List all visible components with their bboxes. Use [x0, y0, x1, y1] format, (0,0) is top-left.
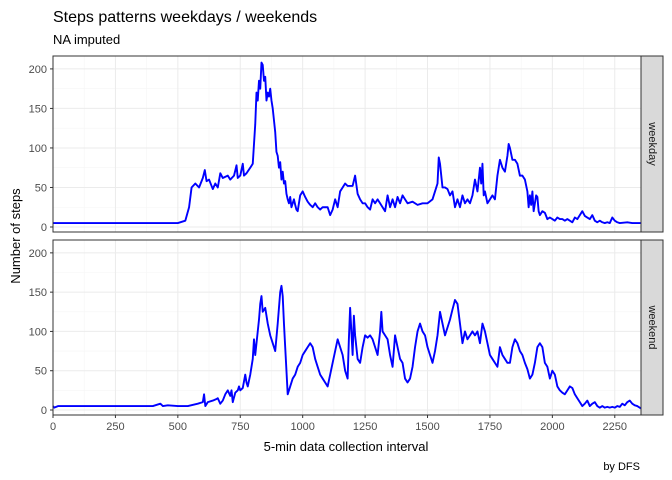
series-line-weekend	[52, 284, 642, 410]
x-tick-label: 250	[106, 421, 124, 433]
x-tick-label: 500	[169, 421, 187, 433]
y-tick-label: 200	[29, 64, 47, 76]
y-tick-label: 100	[29, 143, 47, 155]
panel-weekend: weekend 0 50 100 150 200	[29, 239, 664, 417]
x-tick-label: 2250	[603, 421, 627, 433]
x-tick-label: 1500	[415, 421, 439, 433]
y-tick-label: 50	[35, 366, 47, 378]
chart-subtitle: NA imputed	[53, 32, 120, 47]
y-tick-label: 0	[41, 405, 47, 417]
x-tick-label: 2000	[540, 421, 564, 433]
x-axis-title: 5-min data collection interval	[264, 439, 429, 454]
y-tick-label: 100	[29, 326, 47, 338]
facet-panels: weekday 0 50 100 150 200 weekend 0 50 100 150 200	[29, 55, 664, 417]
x-tick-label: 1000	[290, 421, 314, 433]
x-tick-label: 1250	[353, 421, 377, 433]
x-axis: 0 250 500 750 1000 1250 1500 1750 2000 2250	[50, 415, 627, 433]
y-tick-label: 150	[29, 287, 47, 299]
chart-caption: by DFS	[603, 461, 640, 473]
facet-strip-label: weekday	[646, 121, 658, 166]
chart-title: Steps patterns weekdays / weekends	[53, 9, 317, 26]
panel-weekday: weekday 0 50 100 150 200	[29, 55, 664, 234]
facet-strip-label: weekend	[646, 304, 658, 349]
facet-strip	[640, 55, 664, 233]
y-tick-label: 50	[35, 182, 47, 194]
x-tick-label: 1750	[478, 421, 502, 433]
y-tick-label: 200	[29, 248, 47, 260]
x-tick-label: 0	[50, 421, 56, 433]
y-tick-label: 150	[29, 103, 47, 115]
facet-strip	[640, 239, 664, 416]
y-axis-title: Number of steps	[8, 188, 23, 284]
series-line-weekday	[53, 61, 641, 224]
y-tick-label: 0	[41, 222, 47, 234]
x-tick-label: 750	[231, 421, 249, 433]
